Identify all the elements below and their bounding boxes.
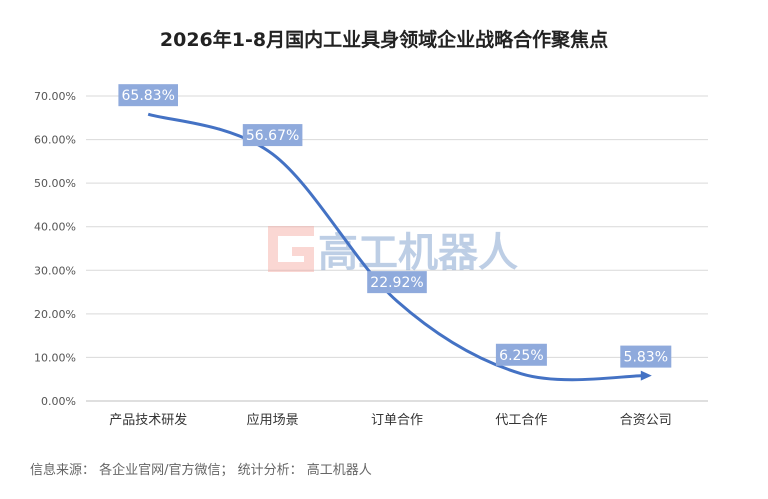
data-label-box <box>118 84 178 107</box>
y-tick-label: 30.00% <box>34 264 76 277</box>
data-label: 56.67% <box>242 124 303 147</box>
x-tick-label: 订单合作 <box>371 413 423 428</box>
data-label-text: 6.25% <box>499 348 543 364</box>
data-label-text: 22.92% <box>370 275 423 291</box>
y-tick-label: 50.00% <box>34 177 76 190</box>
y-tick-label: 10.00% <box>34 351 76 364</box>
y-tick-label: 0.00% <box>41 395 76 408</box>
data-label-box <box>242 124 303 147</box>
y-tick-label: 70.00% <box>34 90 76 103</box>
data-label-box <box>495 343 547 366</box>
data-label: 65.83% <box>118 84 178 107</box>
data-label-box <box>367 271 427 294</box>
chart-title: 2026年1-8月国内工业具身领域企业战略合作聚焦点 <box>160 28 608 51</box>
source-note: 信息来源： 各企业官网/官方微信； 统计分析： 高工机器人 <box>30 462 372 478</box>
x-axis-ticks: 产品技术研发 应用场景 订单合作 代工合作 合资公司 <box>109 412 672 428</box>
data-label-text: 56.67% <box>246 128 299 144</box>
data-label-text: 65.83% <box>122 88 175 104</box>
data-label-box <box>620 345 672 368</box>
watermark-logo-icon <box>268 226 314 272</box>
x-tick-label: 应用场景 <box>247 412 299 428</box>
grid-lines <box>86 95 708 402</box>
y-tick-label: 60.00% <box>34 134 76 147</box>
y-axis-ticks: 0.00% 10.00% 20.00% 30.00% 40.00% 50.00% 60.00… <box>34 90 76 408</box>
y-tick-label: 40.00% <box>34 221 76 234</box>
series-end-arrow-icon <box>640 370 652 381</box>
watermark: 高工机器人 <box>268 226 518 276</box>
x-tick-label: 合资公司 <box>620 413 672 428</box>
data-label: 6.25% <box>495 343 547 366</box>
series-line <box>147 112 646 382</box>
x-tick-label: 代工合作 <box>495 413 547 428</box>
y-tick-label: 20.00% <box>34 308 76 321</box>
x-tick-label: 产品技术研发 <box>109 412 187 428</box>
data-label: 22.92% <box>367 271 427 294</box>
data-label: 5.83% <box>620 345 672 368</box>
data-label-text: 5.83% <box>624 350 668 366</box>
watermark-text: 高工机器人 <box>318 230 518 276</box>
data-labels: 65.83% 56.67% 22.92% 6.25% 5.83% <box>118 84 672 368</box>
